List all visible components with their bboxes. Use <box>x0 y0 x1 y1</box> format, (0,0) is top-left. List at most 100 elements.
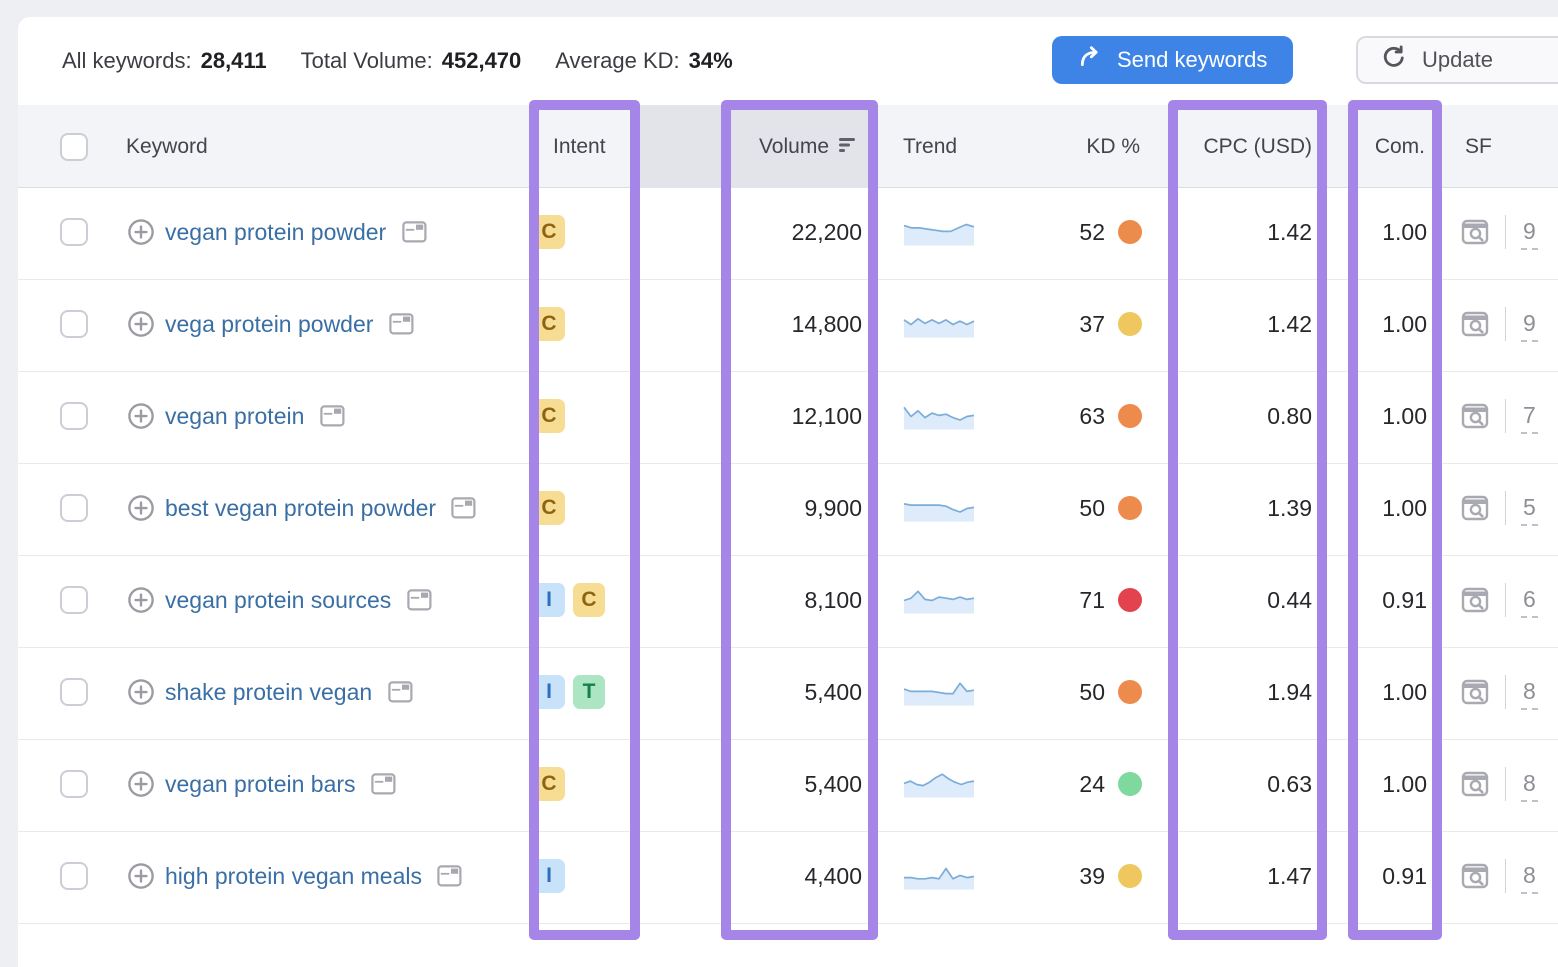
analyze-serp-icon[interactable] <box>1460 769 1490 804</box>
intent-badge-i[interactable]: I <box>533 859 565 893</box>
kd-cell: 52 <box>1003 213 1148 251</box>
analyze-serp-icon[interactable] <box>1460 217 1490 252</box>
header-intent[interactable]: Intent <box>553 134 606 158</box>
header-com[interactable]: Com. <box>1374 134 1425 158</box>
intent-badge-c[interactable]: C <box>533 215 565 249</box>
cpc-cell: 0.63 <box>1267 771 1312 797</box>
trend-sparkline <box>878 857 1003 891</box>
row-checkbox[interactable] <box>60 402 88 430</box>
keyword-link[interactable]: vegan protein bars <box>165 765 396 806</box>
sf-count[interactable]: 7 <box>1521 398 1538 434</box>
add-keyword-plus-icon[interactable] <box>126 861 156 896</box>
kd-value: 24 <box>1079 771 1105 797</box>
serp-snapshot-icon[interactable] <box>371 768 396 806</box>
keyword-link[interactable]: vegan protein sources <box>165 581 432 622</box>
kd-difficulty-dot <box>1118 588 1142 612</box>
sf-count[interactable]: 9 <box>1521 306 1538 342</box>
add-keyword-plus-icon[interactable] <box>126 401 156 436</box>
analyze-serp-icon[interactable] <box>1460 309 1490 344</box>
keyword-table-row: vegan protein bars C 5,400 24 0.63 1.00 … <box>18 740 1558 832</box>
analyze-serp-icon[interactable] <box>1460 585 1490 620</box>
add-keyword-plus-icon[interactable] <box>126 677 156 712</box>
analyze-serp-icon[interactable] <box>1460 493 1490 528</box>
sf-divider <box>1505 491 1506 525</box>
row-checkbox[interactable] <box>60 310 88 338</box>
keyword-cell: vega protein powder <box>126 305 533 346</box>
header-keyword[interactable]: Keyword <box>126 134 208 158</box>
sf-divider <box>1505 399 1506 433</box>
add-keyword-plus-icon[interactable] <box>126 769 156 804</box>
average-kd-label: Average KD: <box>555 48 680 73</box>
serp-snapshot-icon[interactable] <box>437 860 462 898</box>
sf-count[interactable]: 8 <box>1521 674 1538 710</box>
analyze-serp-icon[interactable] <box>1460 677 1490 712</box>
sf-count[interactable]: 8 <box>1521 858 1538 894</box>
keyword-link[interactable]: shake protein vegan <box>165 673 413 714</box>
sf-count[interactable]: 5 <box>1521 490 1538 526</box>
intent-badge-c[interactable]: C <box>533 767 565 801</box>
select-all-checkbox[interactable] <box>60 132 88 161</box>
cpc-cell: 1.39 <box>1267 495 1312 521</box>
sf-cell: 8 <box>1438 857 1554 896</box>
trend-sparkline <box>878 305 1003 339</box>
serp-snapshot-icon[interactable] <box>401 216 427 254</box>
keyword-link[interactable]: best vegan protein powder <box>165 489 476 530</box>
row-checkbox[interactable] <box>60 586 88 614</box>
intent-badge-t[interactable]: T <box>573 675 605 709</box>
header-trend[interactable]: Trend <box>903 134 958 158</box>
sf-count[interactable]: 8 <box>1521 766 1538 802</box>
intent-badge-c[interactable]: C <box>533 491 565 525</box>
intent-badge-i[interactable]: I <box>533 675 565 709</box>
sort-descending-icon <box>839 135 858 159</box>
serp-snapshot-icon[interactable] <box>407 584 432 622</box>
row-select-cell <box>60 305 126 338</box>
header-volume[interactable]: Volume <box>640 105 878 188</box>
analyze-serp-icon[interactable] <box>1460 861 1490 896</box>
send-keywords-button[interactable]: Send keywords <box>1052 36 1294 84</box>
add-keyword-plus-icon[interactable] <box>126 493 156 528</box>
sf-cell: 6 <box>1438 581 1554 620</box>
sf-cell: 5 <box>1438 489 1554 528</box>
header-kd[interactable]: KD % <box>1086 134 1140 158</box>
volume-cell: 14,800 <box>791 311 862 337</box>
select-all-cell <box>60 132 126 161</box>
serp-snapshot-icon[interactable] <box>387 676 413 714</box>
intent-badge-i[interactable]: I <box>533 583 565 617</box>
keyword-link[interactable]: high protein vegan meals <box>165 857 462 898</box>
add-keyword-plus-icon[interactable] <box>126 585 156 620</box>
row-checkbox[interactable] <box>60 770 88 798</box>
row-checkbox[interactable] <box>60 494 88 522</box>
header-sf[interactable]: SF <box>1465 134 1492 158</box>
row-checkbox[interactable] <box>60 862 88 890</box>
row-checkbox[interactable] <box>60 218 88 246</box>
com-cell: 1.00 <box>1382 495 1427 521</box>
analyze-serp-icon[interactable] <box>1460 401 1490 436</box>
kd-value: 50 <box>1079 679 1105 705</box>
add-keyword-plus-icon[interactable] <box>126 309 156 344</box>
share-arrow-icon <box>1078 44 1104 76</box>
intent-badge-c[interactable]: C <box>573 583 605 617</box>
all-keywords-label: All keywords: <box>62 48 192 73</box>
intent-badge-c[interactable]: C <box>533 307 565 341</box>
row-checkbox[interactable] <box>60 678 88 706</box>
add-keyword-plus-icon[interactable] <box>126 217 156 252</box>
serp-snapshot-icon[interactable] <box>320 400 345 438</box>
row-select-cell <box>60 581 126 614</box>
serp-snapshot-icon[interactable] <box>451 492 476 530</box>
keyword-link[interactable]: vegan protein <box>165 397 345 438</box>
intent-cell: I <box>533 859 640 893</box>
keyword-table-row: vega protein powder C 14,800 37 1.42 1.0… <box>18 280 1558 372</box>
keyword-link[interactable]: vegan protein powder <box>165 213 427 254</box>
all-keywords-stat: All keywords: 28,411 <box>62 48 267 74</box>
header-cpc[interactable]: CPC (USD) <box>1203 134 1313 158</box>
table-body: vegan protein powder C 22,200 52 1.42 1.… <box>18 188 1558 924</box>
intent-badge-c[interactable]: C <box>533 399 565 433</box>
sf-count[interactable]: 9 <box>1521 214 1538 250</box>
keyword-link[interactable]: vega protein powder <box>165 305 414 346</box>
kd-cell: 37 <box>1003 305 1148 343</box>
serp-snapshot-icon[interactable] <box>389 308 414 346</box>
kd-cell: 50 <box>1003 673 1148 711</box>
update-button[interactable]: Update <box>1356 36 1558 84</box>
sf-count[interactable]: 6 <box>1521 582 1538 618</box>
